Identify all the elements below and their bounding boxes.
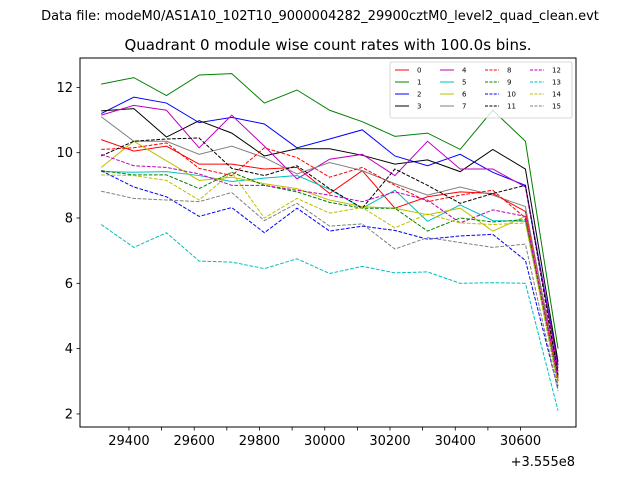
series-line-8 bbox=[101, 142, 559, 382]
legend-label-15: 15 bbox=[552, 103, 561, 111]
series-line-3 bbox=[101, 108, 559, 362]
y-tick-label: 4 bbox=[65, 342, 73, 357]
x-tick-label: 29800 bbox=[239, 434, 280, 449]
axes: 29400 29600 29800 30000 30200 30400 30600 2 4 6 8 1… bbox=[56, 57, 577, 449]
legend-label-8: 8 bbox=[507, 67, 511, 75]
legend-label-1: 1 bbox=[417, 79, 421, 87]
legend-label-5: 5 bbox=[462, 79, 466, 87]
legend-label-6: 6 bbox=[462, 91, 467, 99]
series-line-14 bbox=[101, 171, 559, 385]
y-tick-label: 8 bbox=[65, 212, 73, 227]
legend-label-11: 11 bbox=[507, 103, 516, 111]
series-line-2 bbox=[100, 96, 559, 366]
x-tick-label: 30400 bbox=[435, 434, 476, 449]
legend-label-0: 0 bbox=[417, 67, 421, 75]
series-line-0 bbox=[101, 139, 559, 372]
legend-label-4: 4 bbox=[462, 67, 467, 75]
legend-label-12: 12 bbox=[552, 67, 561, 75]
series-line-12 bbox=[101, 153, 559, 379]
legend-label-13: 13 bbox=[552, 79, 561, 87]
x-tick-label: 30200 bbox=[369, 434, 410, 449]
series-line-1 bbox=[101, 73, 559, 349]
legend-label-3: 3 bbox=[417, 103, 421, 111]
x-tick-label: 30000 bbox=[304, 434, 345, 449]
legend-label-10: 10 bbox=[507, 91, 516, 99]
x-tick-label: 30600 bbox=[500, 434, 541, 449]
legend-box bbox=[389, 61, 573, 119]
chart-title: Quadrant 0 module wise count rates with … bbox=[124, 36, 531, 54]
series-line-7 bbox=[100, 116, 559, 377]
series-line-13 bbox=[100, 224, 559, 411]
plot-area bbox=[100, 73, 559, 411]
series-line-5 bbox=[101, 171, 559, 377]
series-line-15 bbox=[101, 190, 559, 392]
legend-label-14: 14 bbox=[552, 91, 561, 99]
legend-label-7: 7 bbox=[462, 103, 466, 111]
legend-label-9: 9 bbox=[507, 79, 511, 87]
axes-frame bbox=[79, 57, 577, 428]
y-tick-label: 12 bbox=[56, 81, 73, 96]
y-tick-label: 10 bbox=[56, 146, 73, 161]
series-line-4 bbox=[101, 104, 559, 369]
x-tick-label: 29400 bbox=[108, 434, 149, 449]
series-line-6 bbox=[100, 140, 559, 380]
x-tick-label: 29600 bbox=[174, 434, 215, 449]
series-line-9 bbox=[101, 170, 559, 387]
y-tick-label: 6 bbox=[65, 277, 73, 292]
legend-label-2: 2 bbox=[417, 91, 421, 99]
chart-suptitle: Data file: modeM0/AS1A10_102T10_90000042… bbox=[41, 9, 599, 24]
y-tick-label: 2 bbox=[65, 407, 73, 422]
x-axis-offset-label: +3.555e8 bbox=[511, 455, 575, 470]
